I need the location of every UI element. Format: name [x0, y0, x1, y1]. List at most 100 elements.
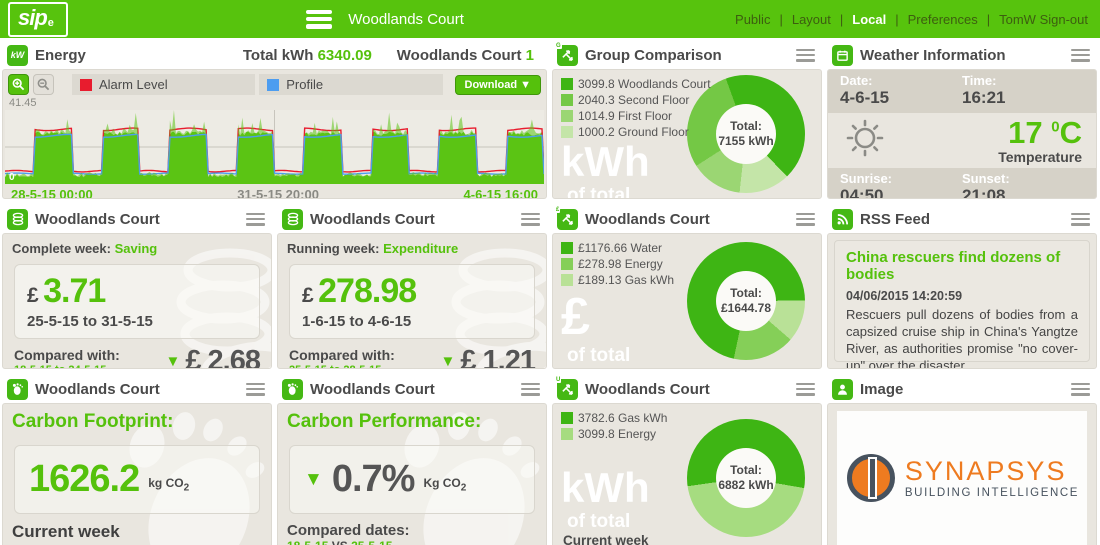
alarm-level-swatch: [80, 78, 92, 91]
coins-icon: [7, 208, 28, 230]
period-type: Expenditure: [383, 241, 459, 256]
carbon-unit: kg CO2: [148, 475, 190, 493]
delta-value: £ 1.21: [460, 345, 536, 369]
compared-dates-label: Compared dates:: [287, 522, 410, 539]
legend-swatch: [561, 258, 573, 270]
legend-alarm-level: Alarm Level: [72, 74, 256, 95]
legend-swatch: [561, 126, 573, 138]
nav-sign-out[interactable]: TomW Sign-out: [999, 11, 1088, 27]
download-button[interactable]: Download ▼: [454, 74, 541, 95]
widget-menu-icon[interactable]: [1071, 48, 1090, 62]
down-triangle-icon: ▼: [440, 353, 456, 369]
group-comparison-icon: G: [555, 42, 578, 66]
hamburger-menu-icon[interactable]: [306, 9, 333, 29]
of-total-watermark: of total: [567, 185, 631, 199]
coins-icon: [282, 208, 303, 230]
currency-symbol: £: [302, 284, 314, 307]
widget-menu-icon[interactable]: [1071, 382, 1090, 396]
zoom-in-button[interactable]: [8, 74, 29, 95]
cost-comparison-widget: £ Woodlands Court £1176.66 Water £278.98…: [552, 205, 822, 369]
currency-watermark: £: [561, 288, 590, 346]
energy-kw-icon: kW: [7, 44, 28, 66]
cost-comparison-icon: £: [555, 206, 578, 230]
compared-range: 18-5-15 to 24-5-15: [14, 364, 120, 368]
nav-local[interactable]: Local: [852, 11, 887, 27]
nav-separator: |: [779, 11, 783, 27]
nav-separator: |: [839, 11, 844, 27]
period-caption: Current week: [12, 522, 120, 541]
sunrise-label: Sunrise:: [840, 171, 893, 186]
widget-menu-icon[interactable]: [521, 212, 540, 226]
widget-title: Woodlands Court: [310, 380, 435, 398]
widget-menu-icon[interactable]: [1071, 212, 1090, 226]
compared-label: Compared with:: [289, 347, 395, 364]
svg-text:0: 0: [9, 172, 15, 183]
nav-public[interactable]: Public: [735, 11, 771, 27]
legend-swatch: [561, 94, 573, 106]
legend-swatch: [561, 274, 573, 286]
rss-headline-link[interactable]: China rescuers find dozens of bodies: [846, 249, 1061, 283]
sun-icon: [842, 115, 888, 166]
rss-icon: [832, 208, 853, 230]
legend-swatch: [561, 428, 573, 440]
performance-value: 0.7%: [331, 458, 416, 500]
x-axis-labels: 28-5-15 00:00 31-5-15 20:00 4-6-15 16:00: [3, 184, 546, 199]
date-range: 25-5-15 to 31-5-15: [27, 313, 153, 330]
energy-chart-area[interactable]: 0: [5, 110, 544, 184]
date-value: 4-6-15: [840, 88, 890, 107]
top-bar: sip e Woodlands Court Public | Layout | L…: [0, 0, 1100, 38]
delta-block: ▼ £ 1.21: [440, 345, 536, 369]
time-label: Time:: [962, 73, 997, 88]
chart-legend: Alarm Level Profile: [72, 74, 443, 95]
sun-times-band: Sunrise: 04:50 Sunset: 21:08: [828, 168, 1096, 198]
compared-range: 25-5-15 to 28-5-15: [289, 364, 395, 368]
legend-swatch: [561, 78, 573, 90]
widget-menu-icon[interactable]: [521, 382, 540, 396]
widget-menu-icon[interactable]: [796, 48, 815, 62]
widget-menu-icon[interactable]: [796, 212, 815, 226]
cost-comparison-donut: Total: £1644.78: [687, 242, 805, 360]
utilities-comparison-icon: U: [555, 376, 578, 400]
amount-value: 278.98: [318, 272, 417, 310]
legend-item: £1176.66 Water: [561, 241, 813, 255]
total-kwh-value: 6340.09: [317, 46, 372, 64]
legend-item: £278.98 Energy: [561, 257, 813, 271]
legend-item: 2040.3 Second Floor: [561, 93, 813, 107]
energy-chart-svg: 0: [5, 110, 544, 184]
period-line: Complete week: Saving: [12, 241, 158, 256]
synapsys-logo-text: SYNAPSYS: [904, 455, 1067, 486]
rss-timestamp: 04/06/2015 14:20:59: [846, 289, 963, 303]
footprint-icon: [7, 378, 28, 400]
rss-widget: RSS Feed China rescuers find dozens of b…: [827, 205, 1097, 369]
widget-menu-icon[interactable]: [246, 212, 265, 226]
nav-preferences[interactable]: Preferences: [907, 11, 978, 27]
date-label: Date:: [840, 73, 873, 88]
profile-swatch: [267, 78, 280, 91]
group-comparison-donut: Total: 7155 kWh: [687, 75, 805, 193]
nav-layout[interactable]: Layout: [791, 11, 831, 27]
utilities-comparison-donut: Total: 6882 kWh: [687, 419, 805, 537]
legend-item: 3099.8 Woodlands Court: [561, 77, 813, 91]
top-nav: Public | Layout | Local | Preferences | …: [735, 12, 1088, 27]
widget-title: Woodlands Court: [585, 210, 710, 228]
widget-title: Woodlands Court: [35, 380, 160, 398]
weather-icon: [832, 44, 853, 66]
carbon-footprint-widget: Woodlands Court Carbon Footprint: 1626.2…: [2, 375, 272, 545]
carbon-performance-heading: Carbon Performance:: [287, 411, 482, 432]
profile-label: Profile: [286, 77, 324, 92]
zoom-out-button[interactable]: [33, 74, 54, 95]
legend-swatch: [561, 110, 573, 122]
unit-watermark: kWh: [561, 464, 650, 511]
temperature-caption: Temperature: [998, 148, 1082, 165]
widget-menu-icon[interactable]: [246, 382, 265, 396]
site-label: Woodlands Court 1: [396, 46, 534, 64]
compared-dates: 18-5-15 VS 25-5-15: [287, 539, 537, 545]
period-type: Saving: [114, 241, 158, 256]
synapsys-tagline: BUILDING INTELLIGENCE: [904, 486, 1080, 499]
period-line: Running week: Expenditure: [287, 241, 459, 256]
compared-label: Compared with:: [14, 347, 120, 364]
nav-separator: |: [895, 11, 899, 27]
x-tick-start: 28-5-15 00:00: [11, 187, 93, 199]
widget-menu-icon[interactable]: [796, 382, 815, 396]
temperature-value: 17 0C: [1008, 114, 1082, 150]
